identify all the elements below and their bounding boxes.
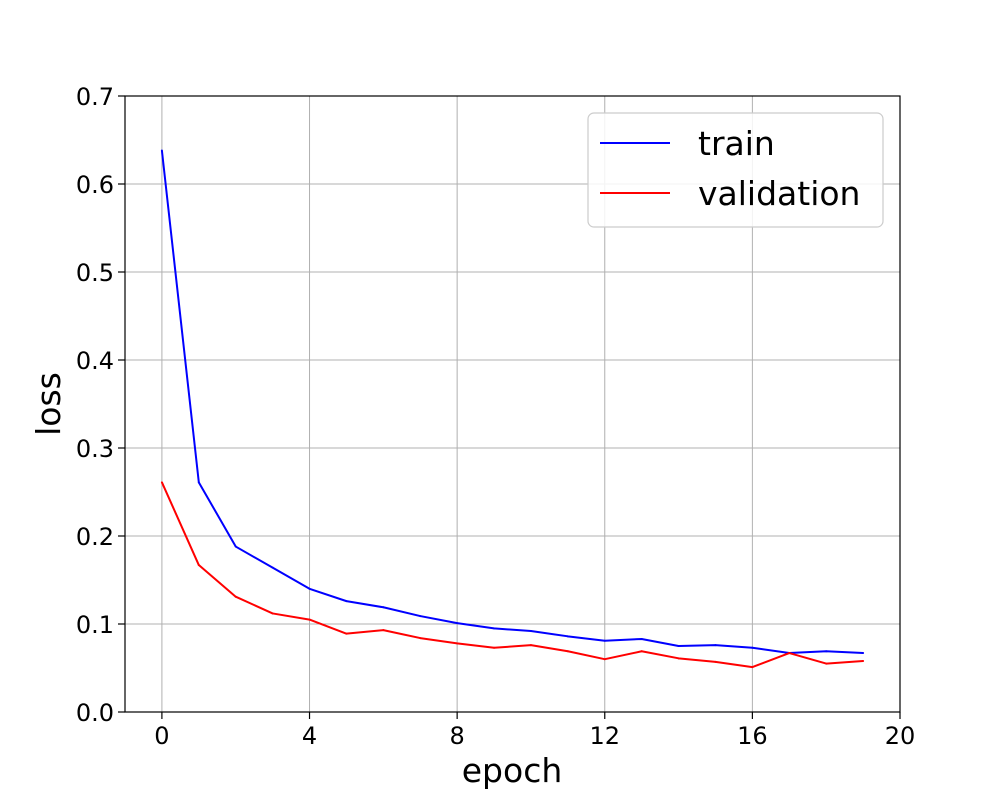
data-point-train bbox=[825, 650, 828, 653]
x-tick-label: 16 bbox=[737, 722, 768, 750]
data-point-validation bbox=[271, 612, 274, 615]
data-point-validation bbox=[529, 644, 532, 647]
data-point-validation bbox=[419, 637, 422, 640]
data-point-train bbox=[234, 545, 237, 548]
data-point-validation bbox=[308, 618, 311, 621]
data-point-train bbox=[566, 635, 569, 638]
series-line-validation bbox=[160, 481, 864, 669]
y-tick-label: 0.3 bbox=[76, 435, 114, 463]
data-point-validation bbox=[677, 657, 680, 660]
y-tick-label: 0.1 bbox=[76, 611, 114, 639]
data-point-validation bbox=[493, 646, 496, 649]
data-point-validation bbox=[788, 652, 791, 655]
y-tick-label: 0.2 bbox=[76, 523, 114, 551]
data-point-validation bbox=[751, 666, 754, 669]
data-point-train bbox=[603, 639, 606, 642]
data-point-validation bbox=[566, 650, 569, 653]
series-line-train bbox=[160, 150, 864, 655]
ticks: 0 4 8 12 16 20 0.0 0.1 0.2 0.3 0.4 0.5 0.6 0.7 bbox=[76, 83, 915, 750]
data-point-validation bbox=[197, 564, 200, 567]
y-tick-label: 0.0 bbox=[76, 699, 114, 727]
data-point-validation bbox=[456, 642, 459, 645]
data-point-train bbox=[456, 622, 459, 625]
data-point-train bbox=[493, 627, 496, 630]
data-point-validation bbox=[603, 658, 606, 661]
data-point-validation bbox=[714, 660, 717, 663]
data-point-train bbox=[640, 637, 643, 640]
data-point-train bbox=[714, 644, 717, 647]
plot-frame bbox=[124, 95, 901, 713]
data-point-train bbox=[529, 630, 532, 633]
data-point-validation bbox=[234, 595, 237, 598]
data-point-train bbox=[345, 600, 348, 603]
data-point-train bbox=[308, 587, 311, 590]
y-tick-label: 0.5 bbox=[76, 259, 114, 287]
x-tick-label: 8 bbox=[450, 722, 465, 750]
y-axis-label: loss bbox=[29, 372, 68, 436]
legend-label-validation: validation bbox=[698, 174, 860, 213]
x-tick-label: 4 bbox=[302, 722, 317, 750]
data-point-train bbox=[419, 615, 422, 618]
data-point-train bbox=[677, 645, 680, 647]
y-tick-label: 0.4 bbox=[76, 347, 114, 375]
x-axis-label: epoch bbox=[462, 751, 563, 790]
data-point-validation bbox=[345, 632, 348, 635]
x-tick-label: 12 bbox=[589, 722, 620, 750]
data-point-validation bbox=[382, 629, 385, 632]
data-point-train bbox=[271, 566, 274, 569]
x-tick-label: 20 bbox=[885, 722, 916, 750]
data-point-validation bbox=[825, 662, 828, 665]
data-point-validation bbox=[640, 650, 643, 653]
y-tick-label: 0.6 bbox=[76, 171, 114, 199]
series-layer bbox=[160, 149, 865, 669]
legend-box bbox=[587, 112, 884, 228]
data-point-train bbox=[862, 652, 865, 655]
data-point-train bbox=[382, 606, 385, 609]
y-tick-label: 0.7 bbox=[76, 83, 114, 111]
x-tick-label: 0 bbox=[154, 722, 169, 750]
data-point-train bbox=[197, 481, 200, 484]
data-point-train bbox=[751, 646, 754, 649]
data-point-train bbox=[160, 149, 163, 152]
data-point-validation bbox=[160, 481, 163, 484]
legend-label-train: train bbox=[698, 124, 775, 163]
legend: train validation bbox=[587, 112, 884, 228]
data-point-validation bbox=[862, 659, 865, 662]
